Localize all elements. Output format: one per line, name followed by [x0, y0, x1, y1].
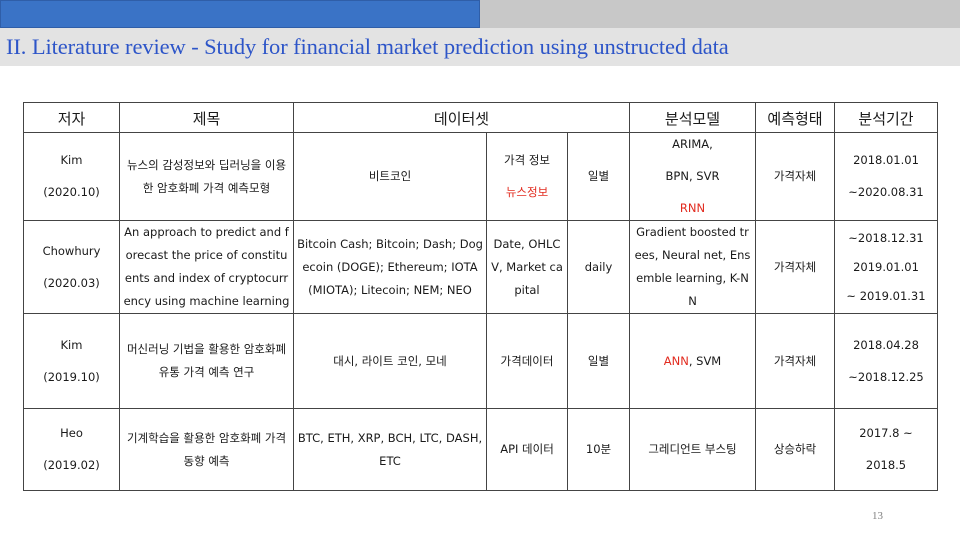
- frequency-cell: 10분: [567, 408, 630, 491]
- author-year: (2019.02): [43, 458, 100, 472]
- dataset-features-cell: 가격데이터: [486, 313, 568, 409]
- period-line: ~ 2019.01.31: [846, 288, 926, 303]
- slide-title: II. Literature review - Study for financ…: [6, 34, 729, 59]
- model-cell: 그레디언트 부스팅: [629, 408, 756, 491]
- dataset-assets-cell: 비트코인: [293, 132, 487, 221]
- header-prediction-type: 예측형태: [755, 102, 835, 133]
- period-line: ~2020.08.31: [848, 185, 924, 199]
- period-line: 2019.01.01: [853, 259, 919, 274]
- prediction-type-cell: 가격자체: [755, 220, 835, 314]
- model-cell: ANN, SVM: [629, 313, 756, 409]
- header-dataset: 데이터셋: [293, 102, 630, 133]
- author-cell: Kim (2020.10): [23, 132, 120, 221]
- header-accent-bar: [0, 0, 480, 28]
- period-line: 2017.8 ~: [859, 426, 913, 440]
- author-cell: Heo (2019.02): [23, 408, 120, 491]
- author-name: Kim: [60, 337, 83, 352]
- author-cell: Chowhury (2020.03): [23, 220, 120, 314]
- author-year: (2019.10): [43, 369, 100, 384]
- paper-title-cell: 기계학습을 활용한 암호화폐 가격 동향 예측: [119, 408, 294, 491]
- frequency-cell: 일별: [567, 132, 630, 221]
- table-row: Kim (2019.10) 머신러닝 기법을 활용한 암호화폐 유통 가격 예측…: [23, 313, 938, 409]
- period-cell: ~2018.12.31 2019.01.01 ~ 2019.01.31: [834, 220, 938, 314]
- period-line: 2018.01.01: [853, 153, 919, 167]
- model-cell: Gradient boosted trees, Neural net, Ense…: [629, 220, 756, 314]
- author-year: (2020.10): [43, 185, 100, 199]
- dataset-features-cell: API 데이터: [486, 408, 568, 491]
- header-author: 저자: [23, 102, 120, 133]
- period-line: 2018.5: [865, 458, 907, 472]
- period-line: ~2018.12.25: [848, 369, 924, 384]
- dataset-feature-highlight: 뉴스정보: [505, 185, 549, 199]
- header-model: 분석모델: [629, 102, 756, 133]
- table-row: Heo (2019.02) 기계학습을 활용한 암호화폐 가격 동향 예측 BT…: [23, 408, 938, 491]
- model-line-highlight: RNN: [679, 201, 706, 215]
- author-year: (2020.03): [43, 275, 100, 290]
- frequency-cell: daily: [567, 220, 630, 314]
- period-cell: 2018.01.01 ~2020.08.31: [834, 132, 938, 221]
- title-band: [0, 28, 960, 66]
- prediction-type-cell: 가격자체: [755, 313, 835, 409]
- author-name: Kim: [60, 153, 83, 167]
- model-line: BPN, SVR: [665, 169, 720, 183]
- period-cell: 2018.04.28 ~2018.12.25: [834, 313, 938, 409]
- period-line: ~2018.12.31: [848, 230, 924, 245]
- dataset-assets-cell: 대시, 라이트 코인, 모네: [293, 313, 487, 409]
- period-cell: 2017.8 ~ 2018.5: [834, 408, 938, 491]
- author-name: Chowhury: [42, 243, 101, 258]
- model-cell: ARIMA, BPN, SVR RNN: [629, 132, 756, 221]
- dataset-feature: 가격 정보: [504, 153, 550, 167]
- header-title: 제목: [119, 102, 294, 133]
- frequency-cell: 일별: [567, 313, 630, 409]
- dataset-assets-cell: Bitcoin Cash; Bitcoin; Dash; Dogecoin (D…: [293, 220, 487, 314]
- author-cell: Kim (2019.10): [23, 313, 120, 409]
- period-line: 2018.04.28: [853, 337, 919, 352]
- dataset-features-cell: 가격 정보 뉴스정보: [486, 132, 568, 221]
- dataset-assets-cell: BTC, ETH, XRP, BCH, LTC, DASH, ETC: [293, 408, 487, 491]
- paper-title-cell: An approach to predict and forecast the …: [119, 220, 294, 314]
- paper-title-cell: 뉴스의 감성정보와 딥러닝을 이용한 암호화폐 가격 예측모형: [119, 132, 294, 221]
- page-number: 13: [872, 510, 883, 522]
- prediction-type-cell: 상승하락: [755, 408, 835, 491]
- literature-table: 저자 제목 데이터셋 분석모델 예측형태 분석기간 Kim (2020.10) …: [23, 102, 938, 491]
- table-header-row: 저자 제목 데이터셋 분석모델 예측형태 분석기간: [23, 102, 938, 133]
- author-name: Heo: [60, 426, 83, 440]
- dataset-features-cell: Date, OHLCV, Market capital: [486, 220, 568, 314]
- header-gray-bar: [480, 0, 960, 28]
- header-period: 분석기간: [834, 102, 938, 133]
- table-row: Kim (2020.10) 뉴스의 감성정보와 딥러닝을 이용한 암호화폐 가격…: [23, 132, 938, 221]
- model-highlight: ANN: [663, 353, 689, 368]
- model-line: ARIMA,: [672, 137, 713, 151]
- paper-title-cell: 머신러닝 기법을 활용한 암호화폐 유통 가격 예측 연구: [119, 313, 294, 409]
- prediction-type-cell: 가격자체: [755, 132, 835, 221]
- table-row: Chowhury (2020.03) An approach to predic…: [23, 220, 938, 314]
- model-rest: , SVM: [688, 353, 722, 368]
